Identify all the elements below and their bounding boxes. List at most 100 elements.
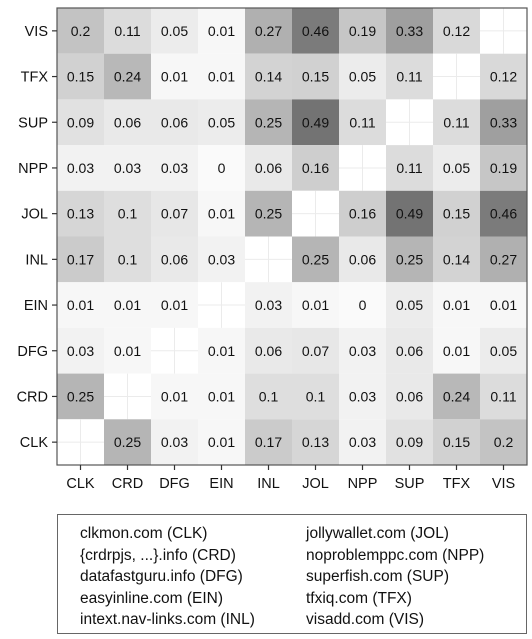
cell-value-label: 0.27 bbox=[255, 23, 282, 39]
heatmap-cell bbox=[245, 99, 292, 146]
x-tick-label: SUP bbox=[395, 476, 425, 492]
cell-value-label: 0.01 bbox=[161, 388, 188, 404]
heatmap-cell bbox=[433, 236, 480, 283]
heatmap-cell bbox=[480, 327, 527, 374]
cell-value-label: 0.46 bbox=[490, 206, 517, 222]
cell-value-label: 0.05 bbox=[396, 297, 423, 313]
heatmap-cell bbox=[245, 8, 292, 54]
heatmap-cell bbox=[57, 236, 104, 283]
cell-value-label: 0.01 bbox=[67, 297, 94, 313]
y-tick-label: DFG bbox=[17, 344, 48, 360]
heatmap-cell bbox=[292, 327, 339, 374]
heatmap-cell bbox=[198, 373, 245, 420]
heatmap-cell bbox=[151, 373, 198, 420]
heatmap-cell bbox=[104, 327, 151, 374]
heatmap-cell bbox=[480, 53, 527, 100]
cell-value-label: 0.1 bbox=[118, 251, 138, 267]
cell-value-label: 0.11 bbox=[443, 114, 469, 130]
cell-value-label: 0.19 bbox=[349, 23, 376, 39]
cell-value-label: 0.05 bbox=[208, 114, 235, 130]
cell-value-label: 0.16 bbox=[302, 160, 329, 176]
heatmap-cell bbox=[386, 53, 433, 100]
cell-value-label: 0.15 bbox=[443, 206, 470, 222]
cell-value-label: 0.1 bbox=[259, 388, 279, 404]
heatmap-cell bbox=[339, 190, 386, 237]
cell-value-label: 0.12 bbox=[490, 69, 517, 85]
heatmap-cell bbox=[245, 53, 292, 100]
heatmap-cell bbox=[198, 99, 245, 146]
x-tick-label: VIS bbox=[492, 476, 515, 492]
cell-value-label: 0.01 bbox=[208, 23, 235, 39]
x-tick-label: DFG bbox=[159, 476, 190, 492]
cell-value-label: 0.11 bbox=[349, 114, 375, 130]
legend-entry: visadd.com (VIS) bbox=[306, 611, 425, 628]
heatmap-cell bbox=[151, 236, 198, 283]
heatmap-cell bbox=[151, 145, 198, 191]
cell-value-label: 0.05 bbox=[490, 343, 517, 359]
heatmap-cell bbox=[104, 53, 151, 100]
legend-entry: intext.nav-links.com (INL) bbox=[80, 611, 255, 628]
heatmap-chart: 0.2 0.11 0.05 0.01 0.27 0.46 0.19 0.33 0.12 0.15 0… bbox=[17, 7, 528, 492]
heatmap-cell bbox=[480, 419, 527, 465]
heatmap-cell bbox=[480, 282, 527, 328]
legend-entry: noproblemppc.com (NPP) bbox=[306, 546, 485, 564]
heatmap-cell bbox=[198, 8, 245, 54]
heatmap-cell bbox=[57, 282, 104, 328]
cell-value-label: 0.12 bbox=[443, 23, 470, 39]
cell-value-label: 0.25 bbox=[255, 206, 282, 222]
cell-value-label: 0.24 bbox=[114, 69, 141, 85]
heatmap-cell bbox=[151, 8, 198, 54]
cell-value-label: 0.24 bbox=[443, 388, 470, 404]
heatmap-cell bbox=[151, 99, 198, 146]
cell-value-label: 0.03 bbox=[349, 388, 376, 404]
heatmap-cell bbox=[57, 190, 104, 237]
cell-value-label: 0.03 bbox=[161, 160, 188, 176]
heatmap-cell bbox=[198, 419, 245, 465]
cell-value-label: 0.17 bbox=[67, 251, 94, 267]
cell-value-label: 0.05 bbox=[349, 69, 376, 85]
heatmap-cell bbox=[198, 190, 245, 237]
heatmap-cell bbox=[104, 190, 151, 237]
heatmap-cell bbox=[433, 145, 480, 191]
cell-value-label: 0.01 bbox=[302, 297, 329, 313]
heatmap-cell bbox=[339, 327, 386, 374]
heatmap-cell bbox=[386, 282, 433, 328]
legend-entry: {crdrpjs, ...}.info (CRD) bbox=[80, 546, 236, 564]
legend-column-right: jollywallet.com (JOL) noproblemppc.com (… bbox=[306, 523, 484, 631]
cell-value-label: 0 bbox=[218, 160, 226, 176]
cell-value-label: 0.06 bbox=[396, 388, 423, 404]
heatmap-cell bbox=[198, 236, 245, 283]
heatmap-cell bbox=[386, 190, 433, 237]
cell-value-label: 0.01 bbox=[208, 206, 235, 222]
legend-column-left: clkmon.com (CLK) {crdrpjs, ...}.info (CR… bbox=[80, 523, 255, 631]
heatmap-cell bbox=[292, 282, 339, 328]
heatmap-cell bbox=[339, 236, 386, 283]
cell-value-label: 0.16 bbox=[349, 206, 376, 222]
legend-entry: tfxiq.com (TFX) bbox=[306, 589, 412, 607]
cell-value-label: 0.05 bbox=[443, 160, 470, 176]
heatmap-cell bbox=[151, 190, 198, 237]
heatmap-cell bbox=[480, 236, 527, 283]
cell-value-label: 0.01 bbox=[208, 343, 235, 359]
heatmap-cell bbox=[433, 99, 480, 146]
cell-value-label: 0.03 bbox=[349, 434, 376, 450]
heatmap-cell bbox=[57, 53, 104, 100]
heatmap-cell bbox=[292, 99, 339, 146]
cell-value-label: 0.03 bbox=[67, 160, 94, 176]
cell-value-label: 0.01 bbox=[161, 297, 188, 313]
cell-value-label: 0.15 bbox=[67, 69, 94, 85]
plot-border bbox=[56, 7, 528, 466]
heatmap-cell bbox=[386, 373, 433, 420]
heatmap-cell bbox=[245, 190, 292, 237]
heatmap-cell bbox=[198, 145, 245, 191]
cell-value-label: 0.25 bbox=[255, 114, 282, 130]
heatmap-cell bbox=[386, 419, 433, 465]
cell-value-label: 0.06 bbox=[349, 251, 376, 267]
heatmap-cell bbox=[245, 327, 292, 374]
cell-value-label: 0.01 bbox=[208, 388, 235, 404]
legend-entry: jollywallet.com (JOL) bbox=[306, 525, 449, 542]
heatmap-cell bbox=[339, 8, 386, 54]
heatmap-cell bbox=[151, 53, 198, 100]
cell-value-label: 0.06 bbox=[114, 114, 141, 130]
cell-value-label: 0.11 bbox=[396, 69, 422, 85]
